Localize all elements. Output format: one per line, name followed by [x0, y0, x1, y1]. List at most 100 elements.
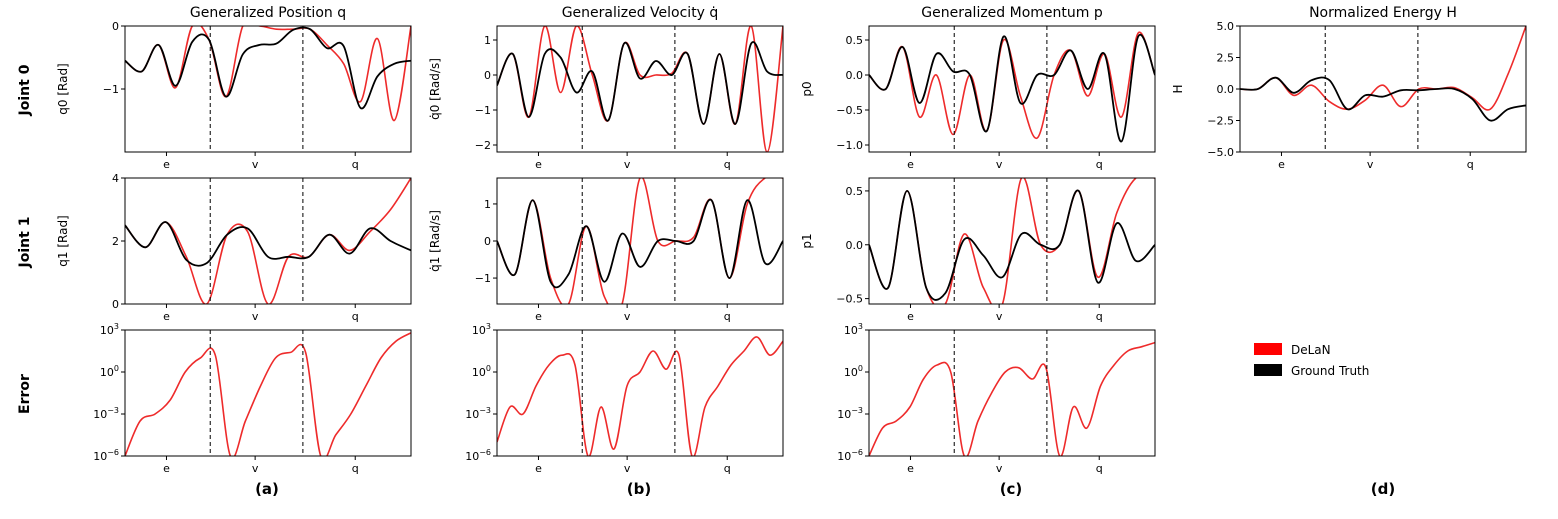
series-delan-line	[125, 332, 411, 456]
ytick-label: −1	[475, 104, 491, 117]
xtick-label: v	[996, 462, 1003, 475]
axes-frame	[124, 25, 412, 153]
axes-frame	[496, 25, 784, 153]
axes-frame	[868, 329, 1156, 457]
xtick-label: q	[352, 158, 359, 171]
ytick-label: 103	[472, 322, 491, 337]
panel-label-d: (d)	[1371, 480, 1395, 498]
series-delan-line	[125, 178, 411, 304]
series-group	[1240, 26, 1526, 122]
ytick-label: −0.5	[836, 104, 863, 117]
ytick-label: −1	[103, 83, 119, 96]
xtick-label: v	[1367, 158, 1374, 171]
ylabel-pos0: q0 [Rad]	[56, 63, 70, 114]
series-ground-truth-line	[869, 33, 1155, 143]
legend-swatch-delan	[1254, 343, 1282, 355]
ytick-label: 103	[100, 322, 119, 337]
series-group	[497, 26, 783, 152]
subplot-err0: 103 100 10−3 10−6 e v q	[93, 322, 412, 475]
series-ground-truth-line	[497, 41, 783, 125]
xtick-label: q	[352, 310, 359, 323]
xtick-label: e	[907, 158, 914, 171]
subplot-pos0: 0 −1 e v q q0 [Rad]	[56, 20, 412, 171]
ylabel-vel0: q̇0 [Rad/s]	[428, 58, 442, 120]
subplot-mom1: 0.5 0.0 −0.5 e v q p1	[800, 177, 1156, 323]
subplot-err1: 103 100 10−3 10−6 e v q	[465, 322, 784, 475]
ytick-label: 100	[844, 364, 863, 379]
panel-label-a: (a)	[255, 480, 279, 498]
xtick-label: e	[535, 310, 542, 323]
ytick-label: 0.0	[846, 69, 864, 82]
series-delan-line	[1240, 26, 1526, 111]
row-label-joint1: Joint 1	[17, 217, 33, 269]
ytick-label: 0.0	[1217, 83, 1235, 96]
series-delan-line	[869, 31, 1155, 139]
series-delan-line	[497, 26, 783, 152]
xtick-label: v	[624, 310, 631, 323]
ytick-label: 10−3	[465, 406, 491, 421]
series-group	[869, 341, 1155, 456]
series-group	[125, 178, 411, 304]
ytick-label: 10−6	[837, 448, 863, 463]
xtick-label: e	[163, 310, 170, 323]
xtick-label: e	[163, 462, 170, 475]
ylabel-vel1: q̇1 [Rad/s]	[428, 210, 442, 272]
series-delan-line	[125, 26, 411, 122]
xtick-label: v	[624, 158, 631, 171]
ytick-label: 0	[484, 235, 491, 248]
ytick-label: 0.0	[846, 239, 864, 252]
subplot-vel0: 1 0 −1 −2 e v q q̇0 [Rad/s]	[428, 25, 784, 171]
xtick-label: e	[907, 310, 914, 323]
series-delan-line	[869, 341, 1155, 456]
xtick-label: v	[996, 158, 1003, 171]
xtick-label: v	[996, 310, 1003, 323]
title-momentum: Generalized Momentum p	[921, 5, 1103, 21]
ytick-label: 10−6	[93, 448, 119, 463]
xtick-label: q	[1096, 462, 1103, 475]
xtick-label: e	[535, 462, 542, 475]
series-ground-truth-line	[1240, 76, 1526, 122]
ytick-label: 1	[484, 198, 491, 211]
series-group	[869, 178, 1155, 304]
xtick-label: q	[724, 462, 731, 475]
xtick-label: q	[1467, 158, 1474, 171]
subplot-err2: 103 100 10−3 10−6 e v q	[837, 322, 1156, 475]
xtick-label: e	[535, 158, 542, 171]
xtick-label: q	[1096, 158, 1103, 171]
ytick-label: 10−3	[93, 406, 119, 421]
ytick-label: 0	[484, 69, 491, 82]
legend: DeLaN Ground Truth	[1254, 343, 1369, 378]
xtick-label: e	[1278, 158, 1285, 171]
axes-frame	[868, 25, 1156, 153]
title-velocity: Generalized Velocity q̇	[562, 5, 719, 21]
series-group	[125, 332, 411, 456]
axes-frame	[868, 177, 1156, 305]
ytick-label: 4	[112, 172, 119, 185]
subplot-mom0: 0.5 0.0 −0.5 −1.0 e v q p0	[800, 25, 1156, 171]
ytick-label: 0.5	[846, 185, 864, 198]
axes-frame	[124, 177, 412, 305]
ytick-label: 2.5	[1217, 52, 1235, 65]
legend-label-delan: DeLaN	[1291, 343, 1331, 357]
xtick-label: e	[907, 462, 914, 475]
subplot-energy: 5.0 2.5 0.0 −2.5 −5.0 e v q H	[1171, 20, 1527, 171]
legend-swatch-ground-truth	[1254, 364, 1282, 376]
ytick-label: −5.0	[1207, 146, 1234, 159]
axes-frame	[496, 329, 784, 457]
axes-frame	[124, 329, 412, 457]
ytick-label: 10−6	[465, 448, 491, 463]
ytick-label: −1.0	[836, 139, 863, 152]
ytick-label: −2.5	[1207, 115, 1234, 128]
series-group	[869, 31, 1155, 143]
panel-label-b: (b)	[627, 480, 651, 498]
axes-frame	[1239, 25, 1527, 153]
row-label-joint0: Joint 0	[17, 64, 33, 116]
series-group	[497, 336, 783, 456]
ytick-label: 2	[112, 235, 119, 248]
series-delan-line	[497, 336, 783, 456]
ytick-label: 0	[112, 298, 119, 311]
ytick-label: 0.5	[846, 34, 864, 47]
ytick-label: 1	[484, 34, 491, 47]
title-position: Generalized Position q	[190, 5, 346, 21]
